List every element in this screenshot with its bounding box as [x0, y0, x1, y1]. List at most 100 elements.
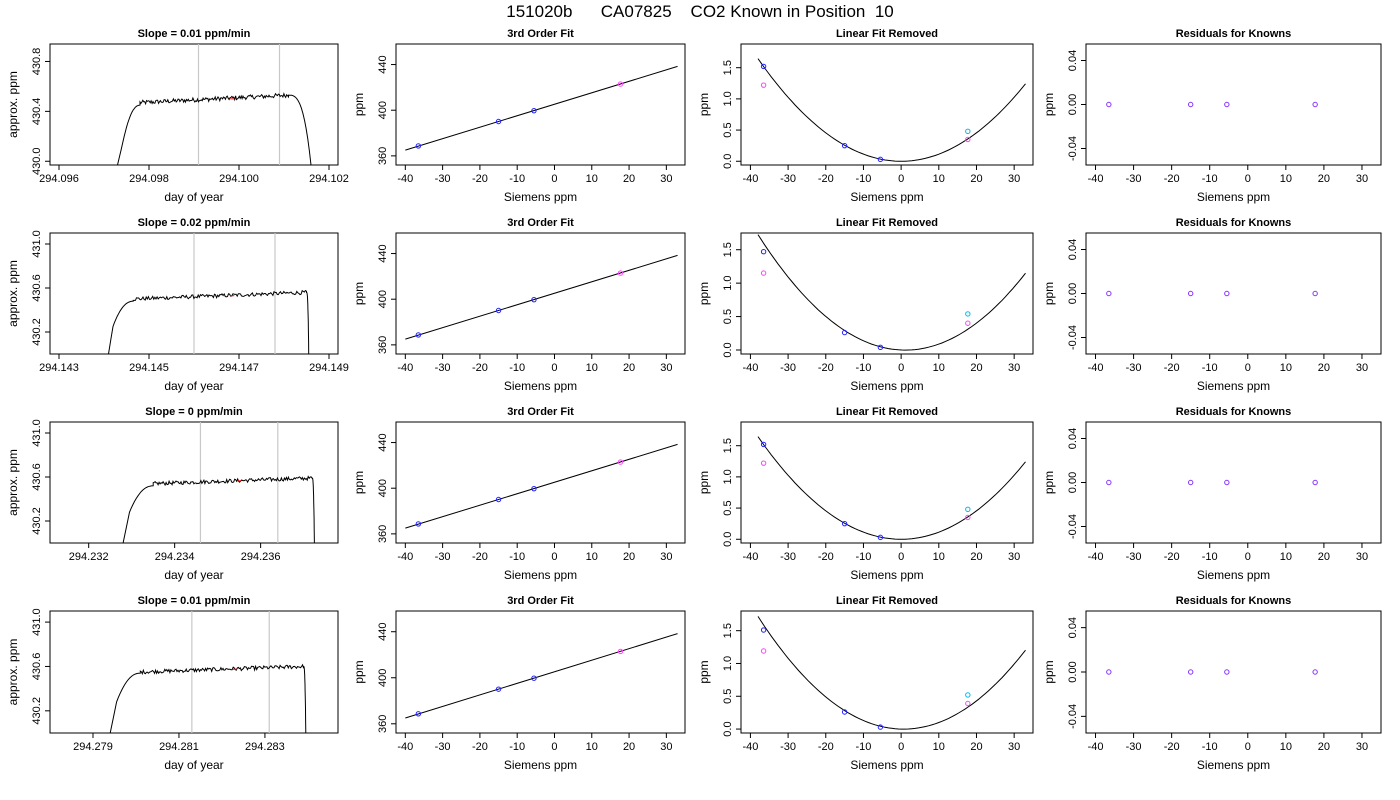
- x-tick-label: -20: [472, 362, 488, 374]
- y-tick-label: 0.04: [1067, 428, 1079, 449]
- y-tick-label: -0.04: [1067, 136, 1079, 161]
- x-tick-label: 30: [1008, 173, 1020, 185]
- data-point: [760, 627, 767, 633]
- x-tick-label: -40: [742, 173, 758, 185]
- plot-frame: [395, 421, 686, 544]
- x-tick-label: 10: [586, 173, 598, 185]
- x-axis-label: day of year: [164, 758, 223, 772]
- data-point: [877, 534, 884, 541]
- x-tick-label: -30: [435, 741, 451, 753]
- y-tick-label: 360: [377, 147, 389, 165]
- data-point: [760, 249, 767, 255]
- chart-title: Slope = 0.01 ppm/min: [138, 595, 251, 607]
- data-point: [1312, 479, 1318, 486]
- data-point: [877, 156, 884, 163]
- x-tick-label: 0: [551, 362, 557, 374]
- data-point: [965, 692, 971, 698]
- x-axis-label: day of year: [164, 190, 223, 204]
- y-tick-label: 360: [377, 336, 389, 354]
- y-tick-label: 430.8: [31, 48, 43, 76]
- y-axis-label: approx. ppm: [6, 71, 20, 138]
- chart-title: Linear Fit Removed: [836, 28, 938, 40]
- data-point: [1187, 479, 1194, 486]
- y-tick-label: 0.00: [1067, 283, 1079, 304]
- x-tick-label: -20: [472, 173, 488, 185]
- data-point: [415, 711, 422, 717]
- data-point: [415, 143, 422, 149]
- data-point: [617, 81, 624, 87]
- y-tick-label: 0.5: [722, 122, 734, 137]
- x-tick-label: -20: [1164, 173, 1180, 185]
- chart-panel: 3rd Order Fit -40 -30 -20 -10 0 10 20 30 360 400 44…: [352, 595, 686, 772]
- chart-panel: Residuals for Knowns -40 -30 -20 -10 0 10 20 30 -…: [1042, 595, 1382, 772]
- x-tick-label: -20: [1164, 741, 1180, 753]
- data-point: [1106, 290, 1112, 297]
- data-point: [617, 459, 624, 465]
- y-tick-label: 440: [377, 433, 389, 451]
- chart-title: Residuals for Knowns: [1176, 595, 1292, 607]
- data-point: [760, 63, 767, 70]
- x-tick-label: 0: [898, 551, 904, 563]
- x-tick-label: 294.281: [159, 741, 199, 753]
- x-tick-label: 294.234: [155, 551, 195, 563]
- x-tick-label: 294.098: [129, 173, 169, 185]
- y-tick-label: 430.6: [31, 653, 43, 681]
- data-point: [965, 311, 971, 317]
- chart-title: Residuals for Knowns: [1176, 217, 1292, 229]
- plot-frame: [740, 43, 1034, 166]
- plot-frame: [1085, 610, 1382, 734]
- y-axis-label: ppm: [352, 660, 366, 683]
- x-tick-label: 20: [623, 362, 635, 374]
- chart-title: 3rd Order Fit: [507, 595, 574, 607]
- data-point: [965, 514, 971, 521]
- y-axis-label: ppm: [352, 471, 366, 494]
- y-tick-label: 400: [377, 479, 389, 497]
- x-tick-label: 294.279: [73, 741, 113, 753]
- x-tick-label: -20: [818, 362, 834, 374]
- plot-frame: [49, 610, 339, 734]
- chart-title: Linear Fit Removed: [836, 406, 938, 418]
- y-tick-label: 0.5: [722, 500, 734, 515]
- x-axis-label: day of year: [164, 379, 223, 393]
- chart-title: 3rd Order Fit: [507, 28, 574, 40]
- x-tick-label: 20: [623, 551, 635, 563]
- data-point: [1187, 290, 1194, 297]
- chart-panel: Linear Fit Removed -40 -30 -20 -10 0 10 20 30 0.0…: [697, 217, 1034, 393]
- x-tick-label: 30: [1008, 551, 1020, 563]
- y-axis-label: ppm: [697, 660, 711, 683]
- y-axis-label: ppm: [1042, 660, 1056, 683]
- x-tick-label: 0: [551, 173, 557, 185]
- data-point: [495, 307, 502, 314]
- x-tick-label: -10: [855, 173, 871, 185]
- x-tick-label: 294.236: [241, 551, 281, 563]
- y-tick-label: 430.6: [31, 274, 43, 302]
- y-axis-label: ppm: [697, 282, 711, 305]
- data-point: [495, 686, 502, 692]
- plot-frame: [49, 43, 339, 166]
- x-axis-label: Siemens ppm: [504, 568, 577, 582]
- y-tick-label: 1.5: [722, 623, 734, 638]
- plot-frame: [395, 232, 686, 355]
- x-tick-label: -10: [509, 741, 525, 753]
- data-point: [1106, 669, 1112, 675]
- y-tick-label: 1.0: [722, 469, 734, 484]
- y-tick-label: 0.0: [722, 721, 734, 736]
- x-tick-label: 10: [933, 362, 945, 374]
- data-point: [877, 344, 884, 351]
- data-point: [965, 128, 971, 135]
- x-tick-label: 0: [1245, 362, 1251, 374]
- x-tick-label: 10: [586, 551, 598, 563]
- x-tick-label: -40: [742, 741, 758, 753]
- x-tick-label: 294.143: [39, 362, 79, 374]
- data-point: [841, 709, 848, 715]
- y-axis-label: ppm: [1042, 282, 1056, 305]
- data-point: [760, 82, 767, 88]
- x-tick-label: 0: [551, 741, 557, 753]
- y-axis-label: approx. ppm: [6, 449, 20, 516]
- x-tick-label: -20: [472, 551, 488, 563]
- y-axis-label: ppm: [697, 471, 711, 494]
- x-tick-label: -40: [1088, 741, 1104, 753]
- x-tick-label: 30: [660, 741, 672, 753]
- x-tick-label: -30: [435, 173, 451, 185]
- x-tick-label: 294.149: [309, 362, 349, 374]
